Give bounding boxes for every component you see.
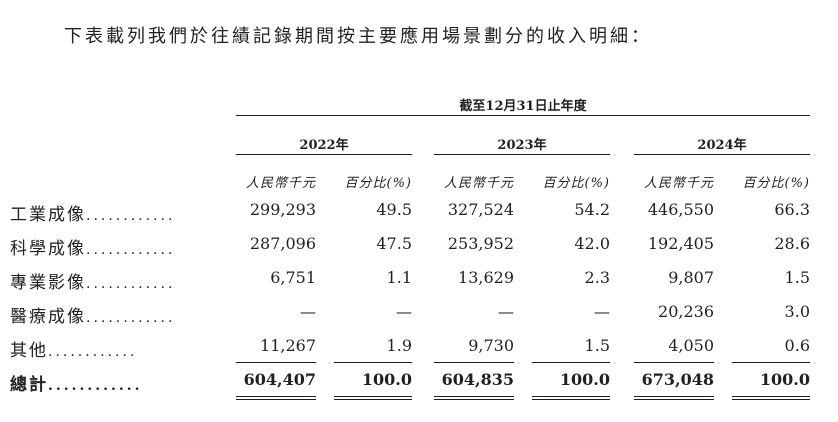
amount-cell: 299,293 [249,200,316,219]
table-row: 醫療成像............ — — — — 20,236 3.0 [0,302,838,328]
row-label: 科學成像............ [10,234,218,259]
percent-cell: 0.6 [784,336,810,355]
amount-cell: 604,407 [243,370,316,389]
row-label-text: 總計 [10,375,48,395]
percent-cell: — [594,302,610,321]
percent-cell: 49.5 [376,200,412,219]
year-2022-rule [236,154,412,155]
total-top-rule [434,362,514,363]
amount-cell: 6,751 [270,268,316,287]
sub-amount-2024: 人民幣千元 [643,176,714,191]
total-top-rule [334,362,412,363]
amount-cell: 11,267 [260,336,316,355]
percent-cell: 66.3 [774,200,810,219]
amount-cell: 13,629 [458,268,514,287]
amount-cell: 253,952 [447,234,514,253]
percent-cell: 1.5 [784,268,810,287]
year-2024: 2024年 [697,138,747,153]
sub-percent-2022: 百分比(%) [344,176,412,191]
percent-cell: 47.5 [376,234,412,253]
leader-dots: ............ [86,276,176,292]
total-double-rule [532,396,610,400]
table-row: 其他............ 11,267 1.9 9,730 1.5 4,050 0.6 [0,336,838,362]
amount-cell: 287,096 [249,234,316,253]
table-row: 專業影像............ 6,751 1.1 13,629 2.3 9,807 1.… [0,268,838,294]
total-top-rule [532,362,610,363]
row-label: 工業成像............ [10,200,218,225]
row-label-text: 其他 [10,341,48,361]
period-header: 截至12月31日止年度 [459,99,587,114]
percent-cell: 100.0 [559,370,610,389]
sub-percent-2023: 百分比(%) [542,176,610,191]
row-label-text: 醫療成像 [10,307,86,327]
leader-dots: ............ [86,310,176,326]
total-row: 總計............ 604,407 100.0 604,835 100.0 67… [0,370,838,396]
amount-cell: 9,807 [668,268,714,287]
percent-cell: 1.9 [386,336,412,355]
amount-cell: 673,048 [641,370,714,389]
total-top-rule [732,362,810,363]
percent-cell: 2.3 [584,268,610,287]
row-label-text: 工業成像 [10,205,86,225]
amount-cell: 446,550 [647,200,714,219]
total-double-rule [634,396,714,400]
percent-cell: 3.0 [784,302,810,321]
percent-cell: 1.5 [584,336,610,355]
row-label: 其他............ [10,336,218,361]
amount-cell: 192,405 [647,234,714,253]
amount-cell: 20,236 [658,302,714,321]
row-label: 醫療成像............ [10,302,218,327]
percent-cell: 54.2 [574,200,610,219]
year-2022: 2022年 [299,138,349,153]
period-header-rule [236,115,810,116]
total-top-rule [634,362,714,363]
amount-cell: 327,524 [447,200,514,219]
percent-cell: 42.0 [574,234,610,253]
table-row: 工業成像............ 299,293 49.5 327,524 54.2 44… [0,200,838,226]
total-double-rule [334,396,412,400]
row-label: 總計............ [10,370,218,395]
leader-dots: ............ [48,378,143,394]
percent-cell: 100.0 [361,370,412,389]
amount-cell: — [300,302,316,321]
leader-dots: ............ [86,242,176,258]
row-label-text: 專業影像 [10,273,86,293]
sub-amount-2022: 人民幣千元 [245,176,316,191]
amount-cell: 9,730 [468,336,514,355]
total-double-rule [236,396,316,400]
sub-percent-2024: 百分比(%) [742,176,810,191]
row-label: 專業影像............ [10,268,218,293]
percent-cell: 1.1 [386,268,412,287]
year-2023: 2023年 [497,138,547,153]
intro-text: 下表載列我們於往績記錄期間按主要應用場景劃分的收入明細： [64,26,652,47]
total-double-rule [732,396,810,400]
amount-cell: 604,835 [441,370,514,389]
amount-cell: 4,050 [668,336,714,355]
total-double-rule [434,396,514,400]
percent-cell: — [396,302,412,321]
leader-dots: ............ [86,208,176,224]
year-2024-rule [634,154,810,155]
total-top-rule [236,362,316,363]
percent-cell: 28.6 [774,234,810,253]
table-row: 科學成像............ 287,096 47.5 253,952 42.0 19… [0,234,838,260]
year-2023-rule [434,154,610,155]
row-label-text: 科學成像 [10,239,86,259]
percent-cell: 100.0 [759,370,810,389]
sub-amount-2023: 人民幣千元 [443,176,514,191]
amount-cell: — [498,302,514,321]
leader-dots: ............ [48,344,138,360]
